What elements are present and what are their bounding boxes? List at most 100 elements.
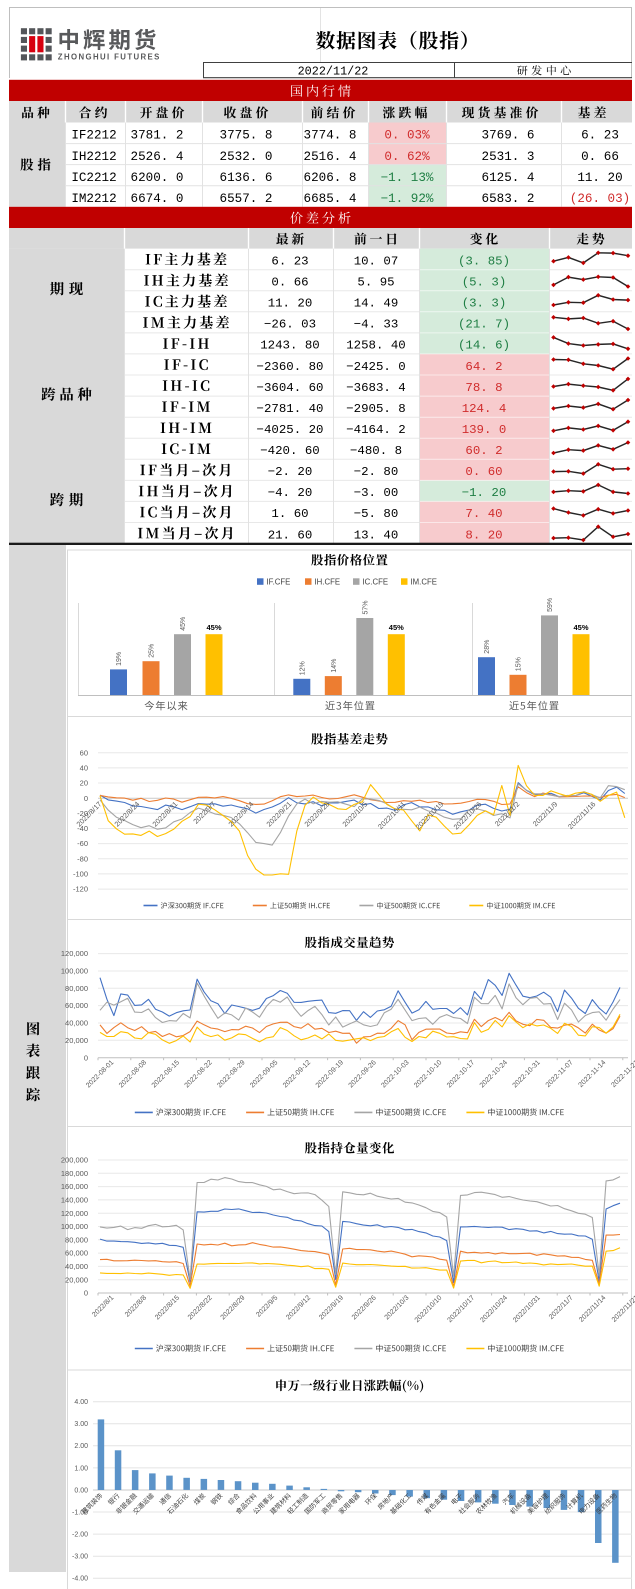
svg-text:160,000: 160,000 xyxy=(61,1182,88,1191)
svg-text:0.00: 0.00 xyxy=(74,1487,88,1494)
svg-text:IH.CFE: IH.CFE xyxy=(315,578,341,587)
svg-text:-100: -100 xyxy=(73,870,88,879)
svg-text:3769. 6: 3769. 6 xyxy=(482,129,535,143)
svg-text:8. 20: 8. 20 xyxy=(465,528,502,542)
svg-text:45%: 45% xyxy=(206,623,221,632)
svg-text:−3683. 4: −3683. 4 xyxy=(346,381,406,395)
svg-text:20: 20 xyxy=(80,779,88,788)
svg-text:−3604. 60: −3604. 60 xyxy=(257,381,324,395)
svg-text:IM.CFE: IM.CFE xyxy=(411,578,437,587)
svg-text:59%: 59% xyxy=(547,598,554,612)
svg-text:180,000: 180,000 xyxy=(61,1169,88,1178)
svg-text:20,000: 20,000 xyxy=(65,1275,88,1284)
svg-text:45%: 45% xyxy=(389,623,404,632)
svg-text:10. 07: 10. 07 xyxy=(354,254,399,268)
svg-text:6. 23: 6. 23 xyxy=(271,254,308,268)
svg-text:(21. 7): (21. 7) xyxy=(458,318,510,332)
svg-text:3781. 2: 3781. 2 xyxy=(131,129,184,143)
svg-text:19%: 19% xyxy=(116,652,123,666)
svg-text:2531. 3: 2531. 3 xyxy=(482,150,535,164)
svg-text:100,000: 100,000 xyxy=(61,1222,88,1231)
svg-text:14. 49: 14. 49 xyxy=(354,297,399,311)
svg-text:IF.CFE: IF.CFE xyxy=(267,578,291,587)
svg-text:IC2212: IC2212 xyxy=(71,171,116,185)
svg-text:−2. 80: −2. 80 xyxy=(354,465,399,479)
svg-text:−3. 00: −3. 00 xyxy=(354,486,399,500)
svg-text:−1. 92%: −1. 92% xyxy=(381,192,434,206)
svg-text:−5. 80: −5. 80 xyxy=(354,507,399,521)
svg-text:0. 03%: 0. 03% xyxy=(384,129,430,143)
svg-text:(14. 6): (14. 6) xyxy=(458,339,510,353)
svg-text:2.00: 2.00 xyxy=(74,1443,88,1450)
svg-text:-120: -120 xyxy=(73,885,88,894)
svg-text:140,000: 140,000 xyxy=(61,1196,88,1205)
svg-text:14%: 14% xyxy=(331,659,338,673)
svg-text:-40: -40 xyxy=(77,824,88,833)
svg-text:3775. 8: 3775. 8 xyxy=(220,129,273,143)
svg-text:200,000: 200,000 xyxy=(61,1156,88,1165)
svg-text:15%: 15% xyxy=(516,657,523,671)
svg-text:6674. 0: 6674. 0 xyxy=(131,192,184,206)
svg-text:45%: 45% xyxy=(180,617,187,631)
svg-text:−2781. 40: −2781. 40 xyxy=(257,402,324,416)
svg-text:-1.00: -1.00 xyxy=(72,1510,88,1517)
svg-text:-3.00: -3.00 xyxy=(72,1554,88,1561)
svg-text:6557. 2: 6557. 2 xyxy=(220,192,273,206)
svg-text:78. 8: 78. 8 xyxy=(465,381,502,395)
svg-text:-80: -80 xyxy=(77,854,88,863)
svg-text:6206. 8: 6206. 8 xyxy=(304,171,357,185)
svg-text:64. 2: 64. 2 xyxy=(465,360,502,374)
svg-text:21. 60: 21. 60 xyxy=(268,528,313,542)
svg-text:1.00: 1.00 xyxy=(74,1465,88,1472)
svg-text:13. 40: 13. 40 xyxy=(354,528,399,542)
svg-text:6125. 4: 6125. 4 xyxy=(482,171,535,185)
svg-text:−480. 8: −480. 8 xyxy=(350,444,402,458)
svg-text:2022/11/22: 2022/11/22 xyxy=(298,64,369,78)
svg-text:(3. 3): (3. 3) xyxy=(462,297,507,311)
svg-text:(5. 3): (5. 3) xyxy=(462,276,507,290)
svg-text:5. 95: 5. 95 xyxy=(357,276,394,290)
svg-text:2516. 4: 2516. 4 xyxy=(304,150,357,164)
svg-text:−4. 20: −4. 20 xyxy=(268,486,313,500)
svg-text:3774. 8: 3774. 8 xyxy=(304,129,357,143)
svg-text:(26. 03): (26. 03) xyxy=(570,192,630,206)
svg-text:12%: 12% xyxy=(299,661,306,675)
svg-text:80,000: 80,000 xyxy=(65,984,88,993)
svg-text:60: 60 xyxy=(80,748,88,757)
svg-text:11. 20: 11. 20 xyxy=(268,297,313,311)
svg-text:0: 0 xyxy=(84,1289,88,1298)
svg-text:6136. 6: 6136. 6 xyxy=(220,171,273,185)
svg-text:-2.00: -2.00 xyxy=(72,1532,88,1539)
svg-text:40,000: 40,000 xyxy=(65,1019,88,1028)
svg-text:6. 23: 6. 23 xyxy=(581,129,619,143)
svg-text:57%: 57% xyxy=(362,600,369,614)
svg-text:−420. 60: −420. 60 xyxy=(260,444,320,458)
svg-text:−4025. 20: −4025. 20 xyxy=(257,423,324,437)
svg-text:100,000: 100,000 xyxy=(61,967,88,976)
svg-text:40: 40 xyxy=(80,764,88,773)
svg-text:−2. 20: −2. 20 xyxy=(268,465,313,479)
svg-text:4.00: 4.00 xyxy=(74,1399,88,1406)
svg-text:−2905. 8: −2905. 8 xyxy=(346,402,406,416)
svg-text:−2360. 80: −2360. 80 xyxy=(257,360,324,374)
svg-text:139. 0: 139. 0 xyxy=(462,423,507,437)
svg-text:-4.00: -4.00 xyxy=(72,1576,88,1583)
svg-text:60,000: 60,000 xyxy=(65,1001,88,1010)
svg-text:45%: 45% xyxy=(573,623,588,632)
svg-text:124. 4: 124. 4 xyxy=(462,402,507,416)
svg-text:IH2212: IH2212 xyxy=(71,150,116,164)
svg-text:80,000: 80,000 xyxy=(65,1235,88,1244)
svg-text:1243. 80: 1243. 80 xyxy=(260,339,320,353)
svg-text:1. 60: 1. 60 xyxy=(271,507,308,521)
svg-text:6685. 4: 6685. 4 xyxy=(304,192,357,206)
svg-text:7. 40: 7. 40 xyxy=(465,507,502,521)
svg-text:IM2212: IM2212 xyxy=(71,192,116,206)
svg-text:−4164. 2: −4164. 2 xyxy=(346,423,406,437)
svg-text:0. 66: 0. 66 xyxy=(271,276,308,290)
svg-text:−1. 20: −1. 20 xyxy=(462,486,507,500)
svg-text:120,000: 120,000 xyxy=(61,1209,88,1218)
svg-text:20,000: 20,000 xyxy=(65,1036,88,1045)
svg-text:−4. 33: −4. 33 xyxy=(354,318,399,332)
svg-text:0: 0 xyxy=(84,1053,88,1062)
svg-text:3.00: 3.00 xyxy=(74,1421,88,1428)
